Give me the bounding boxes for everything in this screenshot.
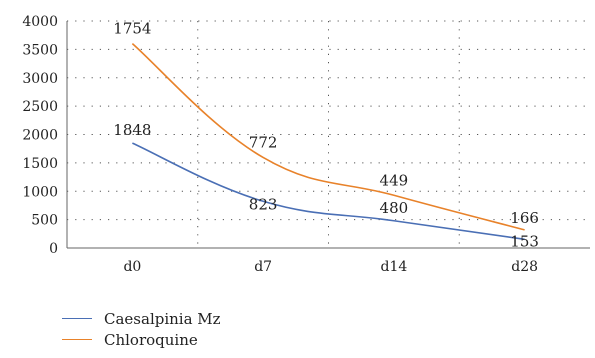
legend-label-caesalpinia: Caesalpinia Mz [104, 309, 221, 328]
x-tick-label: d7 [254, 259, 272, 275]
legend-swatch-caesalpinia [62, 318, 92, 319]
data-label-caesalpinia-mz: 153 [510, 232, 539, 250]
y-tick-label: 1000 [22, 184, 58, 200]
y-axis-tick-labels: 0 500 1000 1500 2000 2500 3000 3500 4000 [22, 14, 58, 257]
y-tick-label: 0 [49, 241, 58, 257]
legend-item-chloroquine: Chloroquine [62, 329, 221, 350]
legend: Caesalpinia Mz Chloroquine [62, 308, 221, 350]
data-label-chloroquine: 772 [249, 133, 278, 151]
y-tick-label: 1500 [22, 156, 58, 172]
legend-item-caesalpinia: Caesalpinia Mz [62, 308, 221, 329]
x-tick-label: d28 [511, 259, 538, 275]
series-line-caesalpinia-mz [132, 142, 525, 241]
legend-swatch-chloroquine [62, 339, 92, 340]
legend-label-chloroquine: Chloroquine [104, 330, 198, 349]
axes [66, 21, 590, 249]
y-tick-label: 2500 [22, 99, 58, 115]
data-label-caesalpinia-mz: 823 [249, 195, 278, 213]
y-tick-label: 500 [31, 213, 58, 229]
x-axis-tick-labels: d0 d7 d14 d28 [123, 259, 538, 275]
x-tick-label: d14 [380, 259, 407, 275]
data-label-chloroquine: 166 [510, 209, 539, 227]
y-tick-label: 4000 [22, 14, 58, 30]
data-label-caesalpinia-mz: 1848 [113, 121, 151, 139]
data-label-caesalpinia-mz: 480 [380, 199, 409, 217]
y-tick-label: 3000 [22, 71, 58, 87]
series-lines [131, 42, 525, 241]
data-label-chloroquine: 449 [380, 171, 409, 189]
y-tick-label: 2000 [22, 128, 58, 144]
line-chart: 0 500 1000 1500 2000 2500 3000 3500 4000 d0 d7 d14… [22, 14, 590, 275]
gridlines [67, 20, 590, 248]
y-tick-label: 3500 [22, 42, 58, 58]
data-labels: 1848 823 480 153 1754 772 449 166 [113, 20, 539, 251]
x-tick-label: d0 [123, 259, 141, 275]
data-label-chloroquine: 1754 [113, 20, 151, 38]
series-line-chloroquine [131, 42, 525, 231]
